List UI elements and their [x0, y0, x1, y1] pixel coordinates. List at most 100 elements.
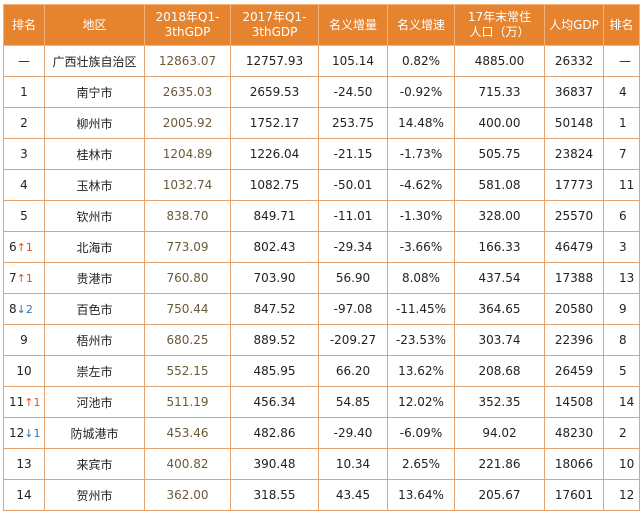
rank-up-indicator: ↑1: [16, 272, 33, 285]
cell-population: 581.08: [454, 169, 545, 201]
cell-per-capita-gdp: 20580: [544, 293, 604, 325]
cell-nominal-growth: 0.82%: [387, 45, 455, 77]
header-gdp-2017: 2017年Q1- 3thGDP: [230, 4, 319, 46]
cell-gdp-2018: 760.80: [144, 262, 231, 294]
cell-gdp-2018: 12863.07: [144, 45, 231, 77]
cell-population: 437.54: [454, 262, 545, 294]
cell-gdp-2017: 802.43: [230, 231, 319, 263]
cell-gdp-2018: 453.46: [144, 417, 231, 449]
cell-rank: 2: [3, 107, 45, 139]
rank-up-indicator: ↑1: [16, 241, 33, 254]
cell-per-capita-gdp: 50148: [544, 107, 604, 139]
rank-value: 11: [9, 395, 25, 409]
cell-population: 303.74: [454, 324, 545, 356]
cell-nominal-increase: -11.01: [318, 200, 388, 232]
rank-down-indicator: ↓1: [24, 427, 41, 440]
cell-region: 贺州市: [44, 479, 145, 511]
cell-gdp-2017: 390.48: [230, 448, 319, 480]
cell-per-capita-rank: 14: [603, 386, 640, 418]
cell-gdp-2017: 849.71: [230, 200, 319, 232]
table-row: 4 玉林市 1032.74 1082.75 -50.01 -4.62% 581.08 1777…: [3, 169, 640, 201]
cell-rank: 14: [3, 479, 45, 511]
cell-rank: 4: [3, 169, 45, 201]
cell-nominal-growth: -1.30%: [387, 200, 455, 232]
table-row: 9 梧州市 680.25 889.52 -209.27 -23.53% 303.74 2239…: [3, 324, 640, 356]
table-row: 14 贺州市 362.00 318.55 43.45 13.64% 205.67 17601 1…: [3, 479, 640, 511]
cell-gdp-2018: 680.25: [144, 324, 231, 356]
cell-nominal-growth: 13.62%: [387, 355, 455, 387]
cell-per-capita-gdp: 48230: [544, 417, 604, 449]
cell-gdp-2017: 485.95: [230, 355, 319, 387]
table-row: 6↑1 北海市 773.09 802.43 -29.34 -3.66% 166.33 4647…: [3, 231, 640, 263]
rank-value: 9: [20, 333, 28, 347]
cell-population: 94.02: [454, 417, 545, 449]
cell-population: 352.35: [454, 386, 545, 418]
cell-nominal-increase: 105.14: [318, 45, 388, 77]
cell-per-capita-gdp: 17388: [544, 262, 604, 294]
cell-nominal-growth: -23.53%: [387, 324, 455, 356]
cell-population: 205.67: [454, 479, 545, 511]
cell-rank: 13: [3, 448, 45, 480]
cell-per-capita-rank: 13: [603, 262, 640, 294]
cell-region: 北海市: [44, 231, 145, 263]
rank-value: 8: [9, 302, 17, 316]
cell-gdp-2017: 482.86: [230, 417, 319, 449]
cell-nominal-growth: 14.48%: [387, 107, 455, 139]
cell-region: 百色市: [44, 293, 145, 325]
cell-gdp-2017: 318.55: [230, 479, 319, 511]
table-row: 2 柳州市 2005.92 1752.17 253.75 14.48% 400.00 5014…: [3, 107, 640, 139]
cell-nominal-increase: 56.90: [318, 262, 388, 294]
cell-per-capita-rank: 3: [603, 231, 640, 263]
rank-value: 4: [20, 178, 28, 192]
cell-gdp-2017: 1226.04: [230, 138, 319, 170]
cell-rank: 12↓1: [3, 417, 45, 449]
cell-gdp-2018: 1032.74: [144, 169, 231, 201]
cell-per-capita-gdp: 25570: [544, 200, 604, 232]
cell-nominal-growth: 13.64%: [387, 479, 455, 511]
cell-per-capita-gdp: 26459: [544, 355, 604, 387]
cell-per-capita-gdp: 17601: [544, 479, 604, 511]
cell-region: 柳州市: [44, 107, 145, 139]
cell-population: 166.33: [454, 231, 545, 263]
cell-rank: 6↑1: [3, 231, 45, 263]
cell-nominal-increase: -50.01: [318, 169, 388, 201]
header-rank: 排名: [3, 4, 45, 46]
table-body: — 广西壮族自治区 12863.07 12757.93 105.14 0.82% 4885.…: [3, 45, 640, 511]
table-row: 1 南宁市 2635.03 2659.53 -24.50 -0.92% 715.33 3683…: [3, 76, 640, 108]
table-row: 11↑1 河池市 511.19 456.34 54.85 12.02% 352.35 1450…: [3, 386, 640, 418]
gdp-table-container: 排名 地区 2018年Q1- 3thGDP 2017年Q1- 3thGDP 名义增量…: [3, 4, 640, 511]
header-row: 排名 地区 2018年Q1- 3thGDP 2017年Q1- 3thGDP 名义增量…: [3, 4, 640, 46]
cell-nominal-growth: -0.92%: [387, 76, 455, 108]
cell-gdp-2017: 12757.93: [230, 45, 319, 77]
cell-per-capita-gdp: 22396: [544, 324, 604, 356]
cell-rank: 9: [3, 324, 45, 356]
header-per-capita-rank: 排名: [603, 4, 640, 46]
cell-gdp-2018: 552.15: [144, 355, 231, 387]
rank-value: 5: [20, 209, 28, 223]
cell-nominal-increase: 43.45: [318, 479, 388, 511]
cell-region: 来宾市: [44, 448, 145, 480]
cell-per-capita-rank: 4: [603, 76, 640, 108]
cell-nominal-increase: 66.20: [318, 355, 388, 387]
cell-rank: 5: [3, 200, 45, 232]
cell-rank: 1: [3, 76, 45, 108]
rank-value: 14: [16, 488, 32, 502]
rank-value: 10: [16, 364, 32, 378]
cell-nominal-increase: -209.27: [318, 324, 388, 356]
cell-nominal-increase: -21.15: [318, 138, 388, 170]
cell-rank: 11↑1: [3, 386, 45, 418]
cell-per-capita-rank: 10: [603, 448, 640, 480]
cell-region: 玉林市: [44, 169, 145, 201]
header-gdp-2018: 2018年Q1- 3thGDP: [144, 4, 231, 46]
cell-region: 贵港市: [44, 262, 145, 294]
cell-per-capita-rank: 1: [603, 107, 640, 139]
cell-gdp-2018: 2635.03: [144, 76, 231, 108]
cell-rank: 7↑1: [3, 262, 45, 294]
cell-gdp-2017: 889.52: [230, 324, 319, 356]
cell-per-capita-rank: —: [603, 45, 640, 77]
cell-gdp-2018: 773.09: [144, 231, 231, 263]
gdp-table: 排名 地区 2018年Q1- 3thGDP 2017年Q1- 3thGDP 名义增量…: [3, 4, 640, 511]
rank-up-indicator: ↑1: [24, 396, 41, 409]
cell-per-capita-rank: 5: [603, 355, 640, 387]
cell-nominal-growth: -1.73%: [387, 138, 455, 170]
